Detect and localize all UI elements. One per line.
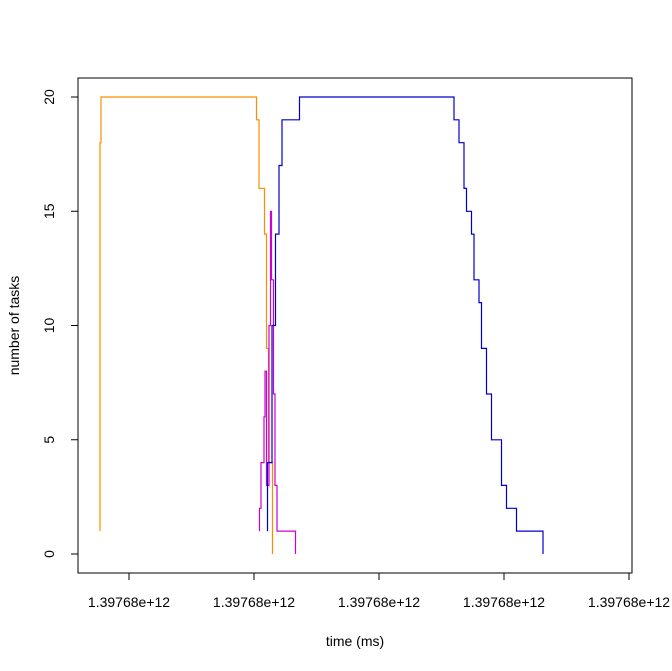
- x-tick-label: 1.39768e+12: [463, 594, 545, 610]
- y-tick-label: 0: [41, 550, 57, 558]
- y-tick-label: 15: [41, 203, 57, 219]
- x-axis: 1.39768e+12 1.39768e+12 1.39768e+12 1.39768…: [88, 572, 670, 610]
- series-line-1: [99, 96, 274, 554]
- x-tick-label: 1.39768e+12: [338, 594, 420, 610]
- y-axis: 0 5 10 15 20: [41, 89, 79, 558]
- series-layer: [99, 96, 544, 554]
- y-tick-label: 10: [41, 318, 57, 334]
- x-tick-label: 1.39768e+12: [588, 594, 670, 610]
- x-tick-label: 1.39768e+12: [88, 594, 170, 610]
- y-tick-label: 20: [41, 89, 57, 105]
- x-axis-label: time (ms): [326, 633, 384, 649]
- series-line-2: [258, 210, 297, 554]
- x-tick-label: 1.39768e+12: [213, 594, 295, 610]
- series-line-3: [266, 96, 544, 554]
- y-axis-label: number of tasks: [6, 276, 22, 376]
- plot-frame: [77, 77, 633, 574]
- y-tick-label: 5: [41, 436, 57, 444]
